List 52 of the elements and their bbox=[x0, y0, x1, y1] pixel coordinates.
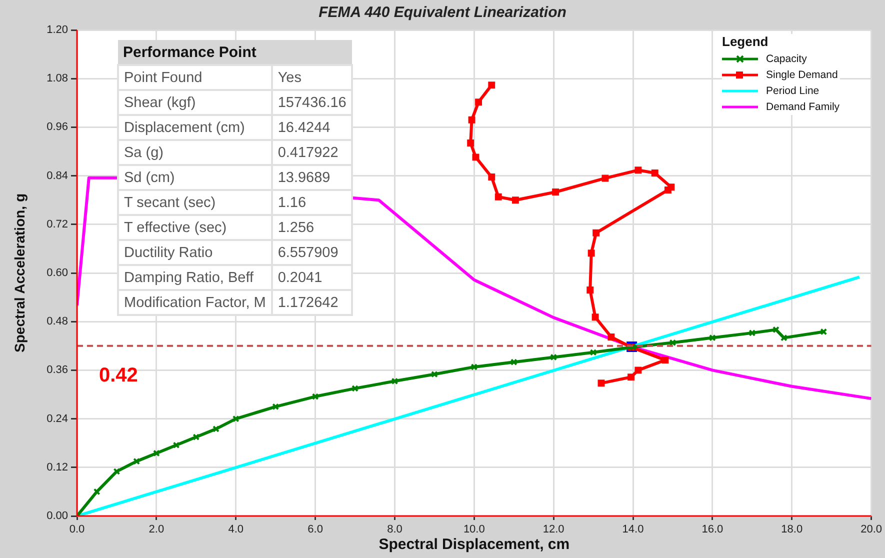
annotation: Sa (g) bbox=[118, 140, 272, 165]
y-tick-label: 0.60 bbox=[46, 267, 68, 280]
x-tick-label: 8.0 bbox=[387, 524, 402, 536]
x-tick-label: 20.0 bbox=[860, 524, 882, 536]
y-axis-title: Spectral Acceleration, g bbox=[11, 194, 28, 352]
legend-label: Demand Family bbox=[766, 101, 840, 113]
chart-title: FEMA 440 Equivalent Linearization bbox=[318, 4, 568, 21]
annotation: T effective (sec) bbox=[118, 215, 272, 240]
legend-label: Period Line bbox=[766, 85, 820, 97]
x-tick-label: 18.0 bbox=[781, 524, 803, 536]
x-tick-label: 2.0 bbox=[148, 524, 164, 536]
y-tick-label: 0.48 bbox=[46, 316, 68, 328]
y-tick-label: 1.08 bbox=[46, 72, 68, 85]
annotation: Displacement (cm) bbox=[118, 115, 272, 140]
y-tick-label: 0.72 bbox=[46, 218, 68, 230]
annotation: Sd (cm) bbox=[118, 165, 272, 190]
x-tick-label: 6.0 bbox=[308, 524, 323, 536]
x-tick-label: 10.0 bbox=[463, 524, 485, 536]
legend-label: Capacity bbox=[766, 53, 807, 65]
annotation: Performance Point bbox=[118, 40, 352, 65]
annotation: Yes bbox=[272, 65, 352, 90]
ref-line-label: 0.42 bbox=[99, 364, 138, 386]
annotation: Point Found bbox=[118, 65, 272, 90]
y-tick-label: 1.20 bbox=[46, 24, 68, 36]
x-axis-title: Spectral Displacement, cm bbox=[378, 536, 570, 554]
y-tick-label: 0.36 bbox=[46, 364, 68, 376]
annotation: Damping Ratio, Beff bbox=[118, 265, 272, 290]
y-tick-label: 0.00 bbox=[46, 510, 68, 522]
annotation: 1.172642 bbox=[272, 290, 352, 315]
x-tick-label: 0.0 bbox=[69, 524, 85, 536]
annotation: Shear (kgf) bbox=[118, 90, 272, 115]
x-tick-label: 12.0 bbox=[542, 524, 564, 536]
annotation: Ductility Ratio bbox=[118, 240, 272, 265]
annotation: 0.2041 bbox=[272, 265, 352, 290]
annotation: 6.557909 bbox=[272, 240, 352, 265]
annotation: 0.417922 bbox=[272, 140, 352, 165]
annotation: Modification Factor, M bbox=[118, 290, 272, 315]
annotation: 157436.16 bbox=[272, 90, 352, 115]
x-tick-label: 14.0 bbox=[622, 524, 644, 536]
y-tick-label: 0.12 bbox=[46, 461, 68, 474]
y-tick-label: 0.84 bbox=[46, 170, 68, 182]
x-tick-label: 4.0 bbox=[228, 524, 244, 536]
annotation: 13.9689 bbox=[272, 165, 352, 190]
annotation: 1.256 bbox=[272, 215, 352, 240]
annotation: 16.4244 bbox=[272, 115, 352, 140]
y-tick-label: 0.96 bbox=[46, 121, 68, 134]
annotation: 1.16 bbox=[272, 190, 352, 215]
annotation: T secant (sec) bbox=[118, 190, 272, 215]
legend-label: Single Demand bbox=[766, 69, 838, 81]
x-tick-label: 16.0 bbox=[702, 524, 724, 536]
legend-title: Legend bbox=[722, 34, 770, 49]
y-tick-label: 0.24 bbox=[46, 412, 68, 425]
